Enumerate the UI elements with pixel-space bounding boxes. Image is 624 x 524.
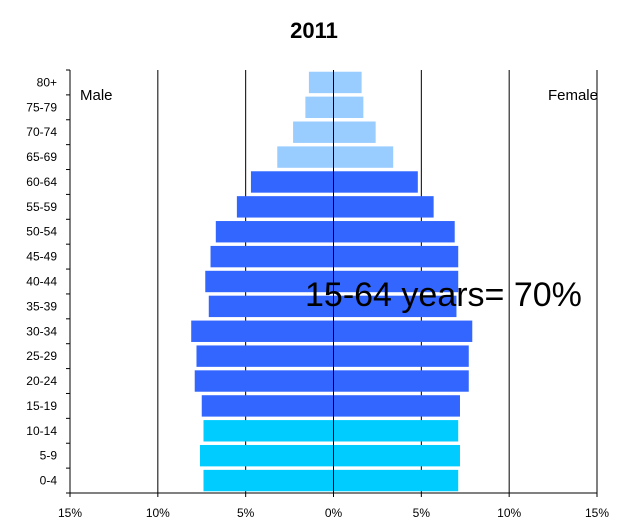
female-bar-65-69	[333, 146, 394, 168]
female-bar-25-29	[333, 345, 469, 367]
x-tick-label-0: 15%	[58, 506, 82, 520]
female-bar-55-59	[333, 196, 434, 218]
male-bar-5-9	[199, 444, 334, 467]
female-bar-10-14	[333, 420, 459, 442]
y-tick-label-30-34: 30-34	[26, 324, 57, 338]
x-tick-label-6: 15%	[585, 506, 609, 520]
y-tick-label-55-59: 55-59	[26, 200, 57, 214]
y-tick-label-25-29: 25-29	[26, 349, 57, 363]
y-tick-label-35-39: 35-39	[26, 299, 57, 313]
x-tick-label-5: 10%	[497, 506, 521, 520]
y-tick-label-5-9: 5-9	[40, 449, 58, 463]
female-bar-75-79	[333, 96, 364, 119]
male-bar-10-14	[203, 420, 334, 442]
male-bar-55-59	[236, 196, 334, 218]
male-bar-25-29	[196, 345, 334, 367]
y-tick-label-65-69: 65-69	[26, 150, 57, 164]
female-bar-35-39	[333, 295, 457, 318]
y-tick-label-50-54: 50-54	[26, 225, 57, 239]
bars	[191, 71, 473, 492]
axes	[66, 69, 598, 497]
x-tick-label-3: 0%	[325, 506, 343, 520]
male-bar-75-79	[305, 96, 334, 119]
male-bar-0-4	[203, 469, 334, 492]
female-bar-5-9	[333, 444, 460, 467]
x-tick-label-4: 5%	[413, 506, 431, 520]
male-bar-45-49	[210, 245, 334, 268]
y-tick-label-45-49: 45-49	[26, 250, 57, 264]
y-tick-label-10-14: 10-14	[26, 424, 57, 438]
y-tick-label-70-74: 70-74	[26, 125, 57, 139]
male-bar-30-34	[191, 320, 334, 342]
male-bar-15-19	[201, 395, 334, 417]
female-bar-80+	[333, 71, 362, 94]
female-label: Female	[548, 87, 598, 104]
working-age-annotation: 15-64 years= 70%	[305, 276, 582, 314]
y-tick-label-15-19: 15-19	[26, 399, 57, 413]
female-bar-40-44	[333, 270, 459, 293]
y-tick-label-40-44: 40-44	[26, 275, 57, 289]
female-bar-60-64	[333, 171, 418, 193]
chart-title: 2011	[290, 18, 338, 43]
male-bar-65-69	[277, 146, 334, 168]
female-bar-20-24	[333, 370, 469, 392]
male-bar-20-24	[194, 370, 334, 392]
y-tick-label-60-64: 60-64	[26, 175, 57, 189]
female-bar-70-74	[333, 121, 376, 143]
x-tick-label-2: 5%	[237, 506, 255, 520]
female-bar-45-49	[333, 245, 459, 268]
male-bar-80+	[308, 71, 334, 94]
male-bar-50-54	[215, 221, 334, 243]
female-bar-15-19	[333, 395, 460, 417]
male-bar-70-74	[293, 121, 334, 143]
y-tick-label-75-79: 75-79	[26, 100, 57, 114]
y-tick-label-20-24: 20-24	[26, 374, 57, 388]
y-axis-tick-labels: 0-4 5-9 10-14 15-19 20-24 25-29 30-34 35-39 40-4…	[26, 75, 57, 487]
male-bar-40-44	[205, 270, 334, 293]
male-bar-35-39	[208, 295, 334, 318]
male-label: Male	[80, 87, 113, 104]
x-axis-tick-labels: 15% 10% 5% 0% 5% 10% 15%	[58, 506, 609, 520]
female-bar-0-4	[333, 469, 459, 492]
y-tick-label-0-4: 0-4	[40, 474, 58, 488]
female-bar-50-54	[333, 221, 455, 243]
male-bar-60-64	[250, 171, 334, 193]
y-tick-label-80+: 80+	[37, 75, 57, 89]
female-bar-30-34	[333, 320, 473, 342]
x-tick-label-1: 10%	[146, 506, 170, 520]
